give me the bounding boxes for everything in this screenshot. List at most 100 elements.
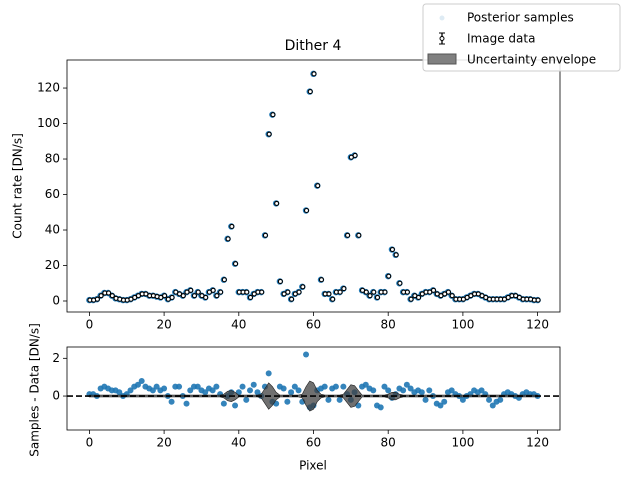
residual-sample <box>138 377 145 384</box>
image-data-point <box>363 289 369 295</box>
residual-sample <box>497 396 504 403</box>
image-data-point <box>169 294 175 300</box>
residual-sample <box>321 383 328 390</box>
residual-sample <box>385 387 392 394</box>
image-data-point <box>345 232 351 238</box>
image-data-point <box>389 246 395 253</box>
residual-sample <box>448 387 455 394</box>
image-data-point <box>449 293 455 299</box>
residual-sample <box>441 398 448 405</box>
image-data-point <box>94 296 100 302</box>
residual-sample <box>336 396 343 403</box>
legend-label: Uncertainty envelope <box>467 53 596 67</box>
x-tick-label: 60 <box>306 318 321 332</box>
residual-sample <box>149 387 156 394</box>
image-data-point <box>296 289 302 295</box>
image-data-point <box>277 278 283 285</box>
residual-sample <box>250 381 257 388</box>
image-data-point <box>225 236 231 242</box>
x-tick-label: 120 <box>526 318 549 332</box>
image-data-point <box>274 200 280 206</box>
y-tick-label: 80 <box>45 152 60 166</box>
image-data-point <box>210 287 216 293</box>
legend: Posterior samples Image data Uncertainty e… <box>422 3 621 72</box>
residual-sample <box>243 396 250 403</box>
residual-sample <box>288 389 295 396</box>
image-data-point <box>408 296 414 302</box>
image-data-point <box>191 293 198 299</box>
image-data-point <box>180 293 186 299</box>
residual-sample <box>284 398 291 405</box>
residual-sample <box>489 402 496 409</box>
residual-sample <box>303 351 310 358</box>
y-tick-label: 120 <box>37 81 60 95</box>
y-tick-label: 60 <box>45 187 60 201</box>
image-data-point <box>109 293 115 299</box>
x-tick-label: 80 <box>381 436 396 450</box>
residual-sample <box>377 404 384 411</box>
residual-sample <box>176 383 183 390</box>
residual-sample <box>254 389 261 396</box>
x-tick-label: 120 <box>526 436 549 450</box>
image-data-point <box>397 280 403 286</box>
legend-label: Image data <box>467 32 535 46</box>
image-data-point <box>318 277 325 283</box>
residual-sample <box>220 400 227 407</box>
x-tick-label: 60 <box>306 436 321 450</box>
residual-sample <box>381 383 388 390</box>
residual-sample <box>422 396 429 403</box>
image-data-point <box>289 296 295 302</box>
residual-sample <box>116 389 123 396</box>
image-data-point <box>266 131 272 137</box>
residual-sample <box>194 383 201 390</box>
residual-sample <box>168 398 175 405</box>
image-data-point <box>233 261 239 267</box>
x-tick-label: 0 <box>86 436 94 450</box>
residual-sample <box>362 381 369 388</box>
residual-sample <box>486 396 493 403</box>
y-tick-label: 0 <box>52 293 60 307</box>
image-data-point <box>311 71 317 77</box>
legend-marker <box>439 36 445 41</box>
residual-sample <box>265 370 272 377</box>
residual-sample <box>403 381 410 388</box>
residual-sample <box>247 387 254 394</box>
image-data-point <box>259 289 265 295</box>
x-tick-label: 80 <box>381 318 396 332</box>
image-data-point <box>330 296 336 302</box>
x-tick-label: 0 <box>86 318 94 332</box>
image-data-point <box>195 289 201 295</box>
image-data-point <box>382 289 388 295</box>
image-data-point <box>270 112 276 118</box>
legend-label: Posterior samples <box>467 11 574 25</box>
y-tick-label: 40 <box>45 223 60 237</box>
image-data-point <box>430 287 437 293</box>
x-tick-label: 100 <box>451 318 474 332</box>
image-data-point <box>303 207 310 214</box>
image-data-point <box>218 289 224 295</box>
legend-frame <box>422 3 621 72</box>
image-data-point <box>262 232 268 238</box>
image-data-point <box>300 284 306 290</box>
residual-sample <box>400 387 407 394</box>
residual-sample <box>153 383 160 390</box>
image-data-point <box>356 232 362 238</box>
image-data-point <box>229 223 235 230</box>
x-tick-label: 100 <box>451 436 474 450</box>
image-data-point <box>352 152 358 159</box>
y-axis-label: Count rate [DN/s] <box>11 133 25 239</box>
image-data-point <box>393 252 399 258</box>
axes-frame <box>66 59 561 313</box>
legend-marker <box>439 15 445 21</box>
y-tick-label: 100 <box>37 116 60 130</box>
residual-sample <box>183 400 190 407</box>
residual-sample <box>161 385 168 392</box>
legend-marker <box>427 53 457 65</box>
image-data-point <box>285 289 291 295</box>
residual-sample <box>295 387 302 394</box>
residual-sample <box>232 402 239 409</box>
image-data-point <box>244 289 250 295</box>
y-axis-label: Samples - Data [DN/s] <box>28 323 42 457</box>
image-data-point <box>341 286 347 292</box>
image-data-point <box>367 293 373 299</box>
